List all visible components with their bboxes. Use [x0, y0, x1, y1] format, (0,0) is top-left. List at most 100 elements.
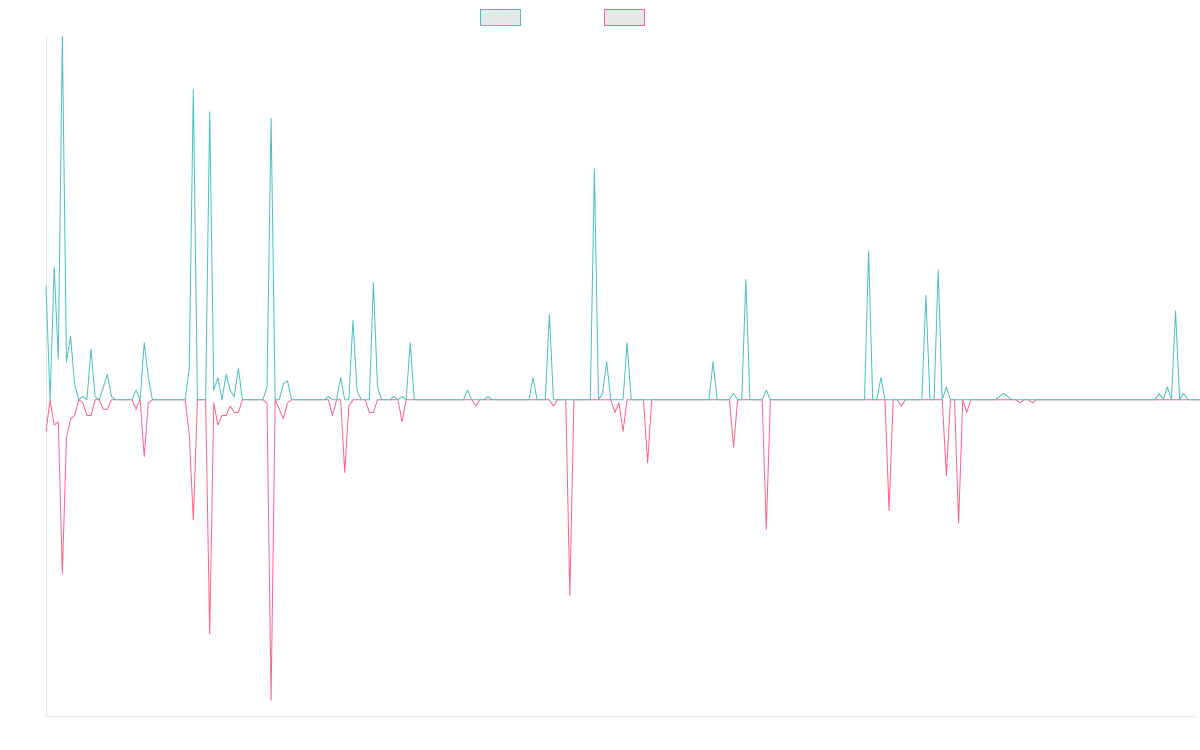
data-point[interactable] — [551, 404, 555, 408]
data-point[interactable] — [474, 398, 478, 402]
data-point[interactable] — [359, 398, 363, 402]
data-point[interactable] — [1161, 398, 1165, 402]
data-point[interactable] — [183, 398, 187, 402]
data-point[interactable] — [1169, 398, 1173, 402]
data-point[interactable] — [511, 398, 515, 402]
data-point[interactable] — [339, 376, 343, 380]
data-point[interactable] — [1108, 398, 1112, 402]
data-point[interactable] — [453, 398, 457, 402]
data-point[interactable] — [944, 385, 948, 389]
data-point[interactable] — [899, 398, 903, 402]
data-point[interactable] — [134, 407, 138, 411]
data-point[interactable] — [498, 398, 502, 402]
data-point[interactable] — [719, 398, 723, 402]
data-point[interactable] — [1133, 398, 1137, 402]
data-point[interactable] — [347, 398, 351, 402]
data-point[interactable] — [310, 398, 314, 402]
data-point[interactable] — [740, 398, 744, 402]
data-point[interactable] — [482, 398, 486, 402]
data-point[interactable] — [715, 398, 719, 402]
data-point[interactable] — [216, 423, 220, 427]
data-point[interactable] — [797, 398, 801, 402]
data-point[interactable] — [519, 398, 523, 402]
data-point[interactable] — [191, 518, 195, 522]
data-point[interactable] — [200, 398, 204, 402]
data-point[interactable] — [1120, 398, 1124, 402]
data-point[interactable] — [1047, 398, 1051, 402]
data-point[interactable] — [1116, 398, 1120, 402]
data-point[interactable] — [1174, 309, 1178, 313]
data-point[interactable] — [756, 398, 760, 402]
data-point[interactable] — [470, 398, 474, 402]
data-point[interactable] — [817, 398, 821, 402]
data-point[interactable] — [785, 398, 789, 402]
data-point[interactable] — [1149, 398, 1153, 402]
data-point[interactable] — [801, 398, 805, 402]
data-point[interactable] — [596, 398, 600, 402]
data-point[interactable] — [985, 398, 989, 402]
data-point[interactable] — [146, 401, 150, 405]
data-point[interactable] — [412, 398, 416, 402]
data-point[interactable] — [539, 398, 543, 402]
data-point[interactable] — [1067, 398, 1071, 402]
data-point[interactable] — [1002, 391, 1006, 395]
data-point[interactable] — [883, 398, 887, 402]
data-point[interactable] — [1010, 398, 1014, 402]
data-point[interactable] — [879, 398, 883, 402]
data-point[interactable] — [240, 398, 244, 402]
data-point[interactable] — [523, 398, 527, 402]
data-point[interactable] — [208, 632, 212, 636]
data-point[interactable] — [1022, 398, 1026, 402]
data-point[interactable] — [633, 398, 637, 402]
data-point[interactable] — [1112, 398, 1116, 402]
data-point[interactable] — [621, 429, 625, 433]
data-point[interactable] — [461, 398, 465, 402]
data-point[interactable] — [793, 398, 797, 402]
data-point[interactable] — [772, 398, 776, 402]
data-point[interactable] — [1092, 398, 1096, 402]
data-point[interactable] — [998, 398, 1002, 402]
data-point[interactable] — [343, 470, 347, 474]
data-point[interactable] — [568, 594, 572, 598]
data-point[interactable] — [105, 407, 109, 411]
data-point[interactable] — [220, 414, 224, 418]
data-point[interactable] — [813, 398, 817, 402]
data-point[interactable] — [920, 398, 924, 402]
data-point[interactable] — [560, 398, 564, 402]
data-point[interactable] — [56, 357, 60, 361]
data-point[interactable] — [204, 398, 208, 402]
data-point[interactable] — [887, 508, 891, 512]
data-point[interactable] — [727, 398, 731, 402]
data-point[interactable] — [891, 398, 895, 402]
data-point[interactable] — [265, 401, 269, 405]
data-point[interactable] — [1137, 398, 1141, 402]
data-point[interactable] — [535, 398, 539, 402]
data-point[interactable] — [138, 398, 142, 402]
data-point[interactable] — [948, 398, 952, 402]
data-point[interactable] — [1084, 398, 1088, 402]
data-point[interactable] — [973, 398, 977, 402]
data-point[interactable] — [932, 398, 936, 402]
data-point[interactable] — [1014, 398, 1018, 402]
data-point[interactable] — [805, 398, 809, 402]
data-point[interactable] — [744, 398, 748, 402]
data-point[interactable] — [1141, 398, 1145, 402]
data-point[interactable] — [249, 398, 253, 402]
data-point[interactable] — [330, 398, 334, 402]
data-point[interactable] — [220, 398, 224, 402]
data-point[interactable] — [1165, 398, 1169, 402]
data-point[interactable] — [1051, 398, 1055, 402]
data-point[interactable] — [916, 398, 920, 402]
data-point[interactable] — [871, 398, 875, 402]
data-point[interactable] — [576, 398, 580, 402]
data-point[interactable] — [380, 398, 384, 402]
data-point[interactable] — [646, 461, 650, 465]
data-point[interactable] — [625, 398, 629, 402]
data-point[interactable] — [961, 398, 965, 402]
data-point[interactable] — [101, 407, 105, 411]
data-point[interactable] — [691, 398, 695, 402]
data-point[interactable] — [114, 398, 118, 402]
data-point[interactable] — [187, 366, 191, 370]
data-point[interactable] — [502, 398, 506, 402]
data-point[interactable] — [89, 414, 93, 418]
